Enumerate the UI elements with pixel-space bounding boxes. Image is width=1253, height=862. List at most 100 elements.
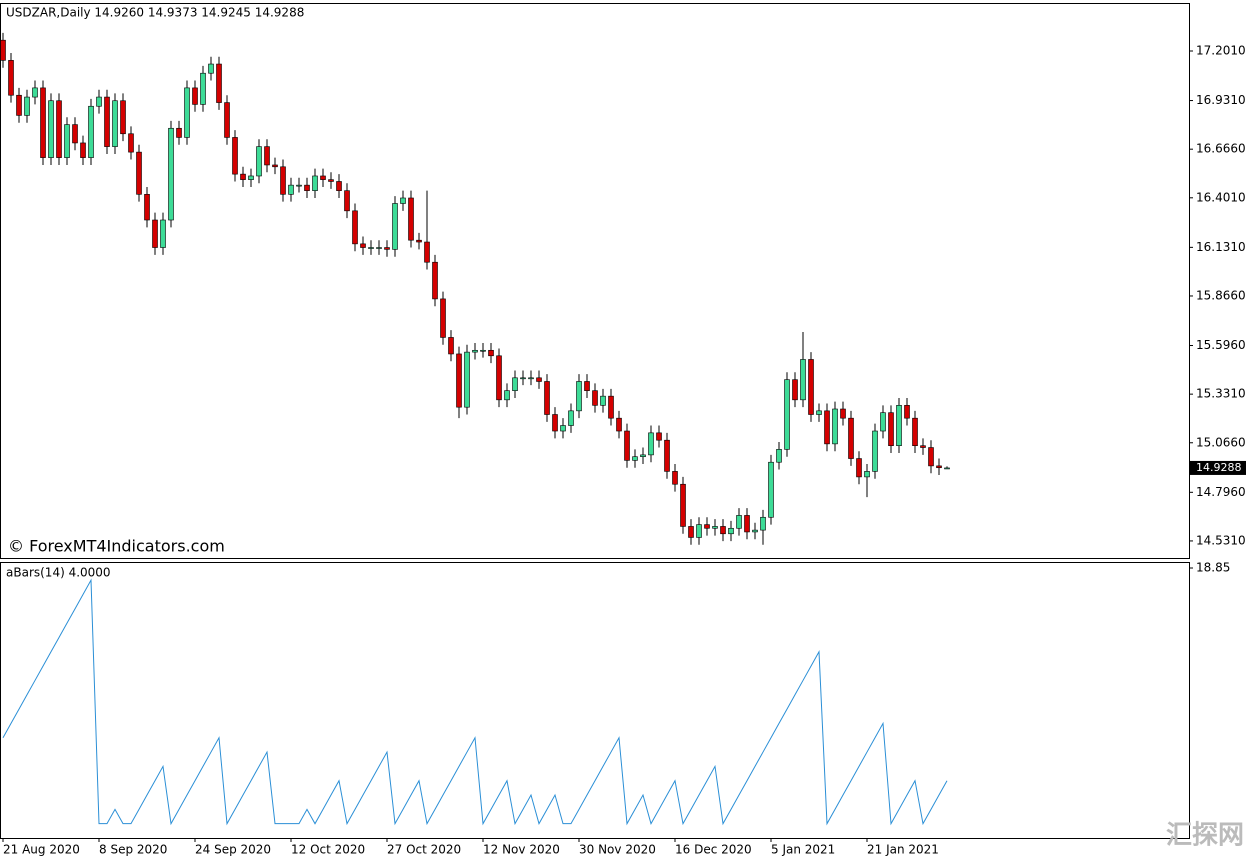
- candle-body: [728, 527, 734, 535]
- candle-body: [272, 164, 278, 168]
- candle-body: [40, 87, 46, 158]
- candle-body: [672, 471, 678, 485]
- candle-body: [184, 87, 190, 138]
- candle-body: [0, 39, 6, 61]
- candle-body: [656, 432, 662, 441]
- candle-body: [712, 526, 718, 529]
- candle-body: [72, 124, 78, 144]
- candle-body: [480, 349, 486, 352]
- candle-body: [648, 432, 654, 456]
- candle-body: [416, 239, 422, 243]
- candle-body: [456, 353, 462, 408]
- candle-body: [208, 63, 214, 74]
- x-tick-label: 12 Nov 2020: [483, 843, 560, 857]
- candle-body: [584, 381, 590, 391]
- candle-body: [160, 219, 166, 248]
- candle-body: [16, 94, 22, 116]
- candle-body: [96, 96, 102, 107]
- chart-title: USDZAR,Daily 14.9260 14.9373 14.9245 14.…: [6, 6, 304, 20]
- candle-body: [848, 417, 854, 459]
- candle-body: [568, 410, 574, 426]
- y-tick-label: 16.9310: [1196, 93, 1246, 107]
- candle-body: [400, 197, 406, 204]
- candle-body: [560, 425, 566, 432]
- candle-body: [768, 461, 774, 518]
- x-tick-label: 8 Sep 2020: [99, 843, 167, 857]
- candle-body: [816, 410, 822, 415]
- x-tick-label: 21 Jan 2021: [867, 843, 939, 857]
- candle-body: [392, 203, 398, 250]
- candle-body: [720, 526, 726, 535]
- candle-body: [616, 417, 622, 432]
- candle-body: [736, 515, 742, 529]
- candle-body: [176, 127, 182, 138]
- candle-body: [784, 379, 790, 450]
- price-panel: [0, 3, 1190, 559]
- candle-body: [280, 166, 286, 195]
- candle-body: [336, 181, 342, 191]
- candle-body: [920, 445, 926, 448]
- candle-body: [888, 412, 894, 447]
- candle-body: [944, 467, 950, 470]
- candle-body: [512, 377, 518, 391]
- candle-body: [376, 247, 382, 249]
- candle-body: [8, 60, 14, 96]
- y-tick-label: 16.6660: [1196, 142, 1246, 156]
- y-tick-label: 14.5310: [1196, 533, 1246, 547]
- candle-body: [296, 184, 302, 187]
- candle-body: [872, 430, 878, 472]
- candle-body: [632, 456, 638, 461]
- candle-body: [832, 408, 838, 445]
- price-label: 14.9288: [1196, 461, 1242, 474]
- candle-body: [360, 243, 366, 248]
- candle-body: [608, 395, 614, 419]
- candle-body: [248, 175, 254, 180]
- candle-body: [624, 430, 630, 461]
- candle-body: [120, 100, 126, 135]
- candle-body: [128, 133, 134, 153]
- candle-body: [904, 405, 910, 419]
- indicator-title: aBars(14) 4.0000: [6, 566, 111, 580]
- candle-body: [368, 247, 374, 249]
- candle-body: [352, 210, 358, 245]
- candle-body: [448, 337, 454, 355]
- candle-body: [664, 439, 670, 472]
- y-tick-label: 16.1310: [1196, 240, 1246, 254]
- candle-body: [464, 351, 470, 408]
- candle-body: [808, 359, 814, 415]
- candle-body: [592, 390, 598, 406]
- candle-body: [824, 410, 830, 445]
- watermark: © ForexMT4Indicators.com: [8, 537, 225, 556]
- candle-body: [216, 63, 222, 103]
- candle-body: [752, 529, 758, 533]
- x-tick-label: 24 Sep 2020: [195, 843, 271, 857]
- candle-body: [344, 190, 350, 212]
- candle-body: [104, 96, 110, 147]
- logo: 汇探网: [1166, 821, 1244, 851]
- candle-body: [408, 197, 414, 241]
- x-tick-label: 5 Jan 2021: [771, 843, 835, 857]
- candle-body: [840, 408, 846, 419]
- candle-body: [48, 100, 54, 158]
- candle-body: [384, 247, 390, 250]
- candle-body: [320, 175, 326, 180]
- candle-body: [424, 241, 430, 263]
- candle-body: [88, 105, 94, 158]
- candle-body: [704, 524, 710, 529]
- candle-body: [640, 454, 646, 458]
- x-tick-label: 27 Oct 2020: [387, 843, 461, 857]
- candle-body: [288, 184, 294, 195]
- candle-body: [696, 524, 702, 538]
- candle-body: [760, 516, 766, 531]
- candle-body: [56, 100, 62, 158]
- candle-body: [168, 127, 174, 221]
- candle-body: [232, 137, 238, 175]
- y-tick-label: 15.8660: [1196, 288, 1246, 302]
- candle-body: [680, 483, 686, 527]
- candle-body: [136, 151, 142, 195]
- candle-body: [520, 377, 526, 380]
- candle-body: [528, 377, 534, 380]
- candle-body: [896, 405, 902, 447]
- candle-body: [304, 184, 310, 191]
- candle-body: [688, 526, 694, 538]
